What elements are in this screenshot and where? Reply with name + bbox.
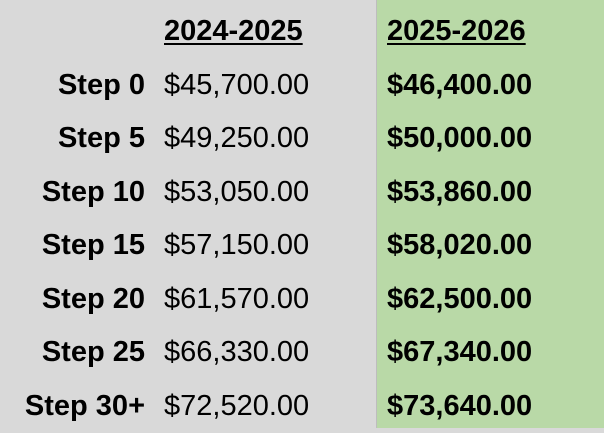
salary-2024-2025: $72,520.00	[164, 390, 310, 422]
salary-2025-2026: $53,860.00	[387, 176, 533, 208]
salary-2025-2026: $58,020.00	[387, 229, 533, 261]
salary-2024-2025: $49,250.00	[164, 122, 310, 154]
salary-2024-2025: $66,330.00	[164, 336, 310, 368]
step-label: Step 20	[41, 283, 145, 315]
table-row: Step 30+ $72,520.00 $73,640.00	[0, 379, 604, 433]
salary-2025-2026: $73,640.00	[387, 390, 533, 422]
step-label: Step 0	[57, 69, 145, 101]
step-label: Step 5	[57, 122, 145, 154]
step-label: Step 15	[41, 229, 145, 261]
step-label: Step 10	[41, 176, 145, 208]
column-divider	[376, 0, 377, 428]
table-row: Step 25 $66,330.00 $67,340.00	[0, 325, 604, 379]
salary-2024-2025: $45,700.00	[164, 69, 310, 101]
salary-2024-2025: $57,150.00	[164, 229, 310, 261]
salary-2025-2026: $50,000.00	[387, 122, 533, 154]
salary-2025-2026: $67,340.00	[387, 336, 533, 368]
salary-2024-2025: $61,570.00	[164, 283, 310, 315]
highlight-column-2025-2026	[377, 0, 604, 428]
salary-2025-2026: $62,500.00	[387, 283, 533, 315]
salary-2025-2026: $46,400.00	[387, 69, 533, 101]
step-label: Step 30+	[24, 390, 145, 422]
header-2025-2026: 2025-2026	[387, 15, 526, 47]
header-2024-2025: 2024-2025	[164, 15, 303, 47]
table-row: Step 20 $61,570.00 $62,500.00	[0, 272, 604, 326]
table-row: Step 5 $49,250.00 $50,000.00	[0, 111, 604, 165]
table-row: Step 0 $45,700.00 $46,400.00	[0, 58, 604, 112]
table-row: Step 10 $53,050.00 $53,860.00	[0, 165, 604, 219]
salary-2024-2025: $53,050.00	[164, 176, 310, 208]
step-label: Step 25	[41, 336, 145, 368]
table-row: Step 15 $57,150.00 $58,020.00	[0, 218, 604, 272]
